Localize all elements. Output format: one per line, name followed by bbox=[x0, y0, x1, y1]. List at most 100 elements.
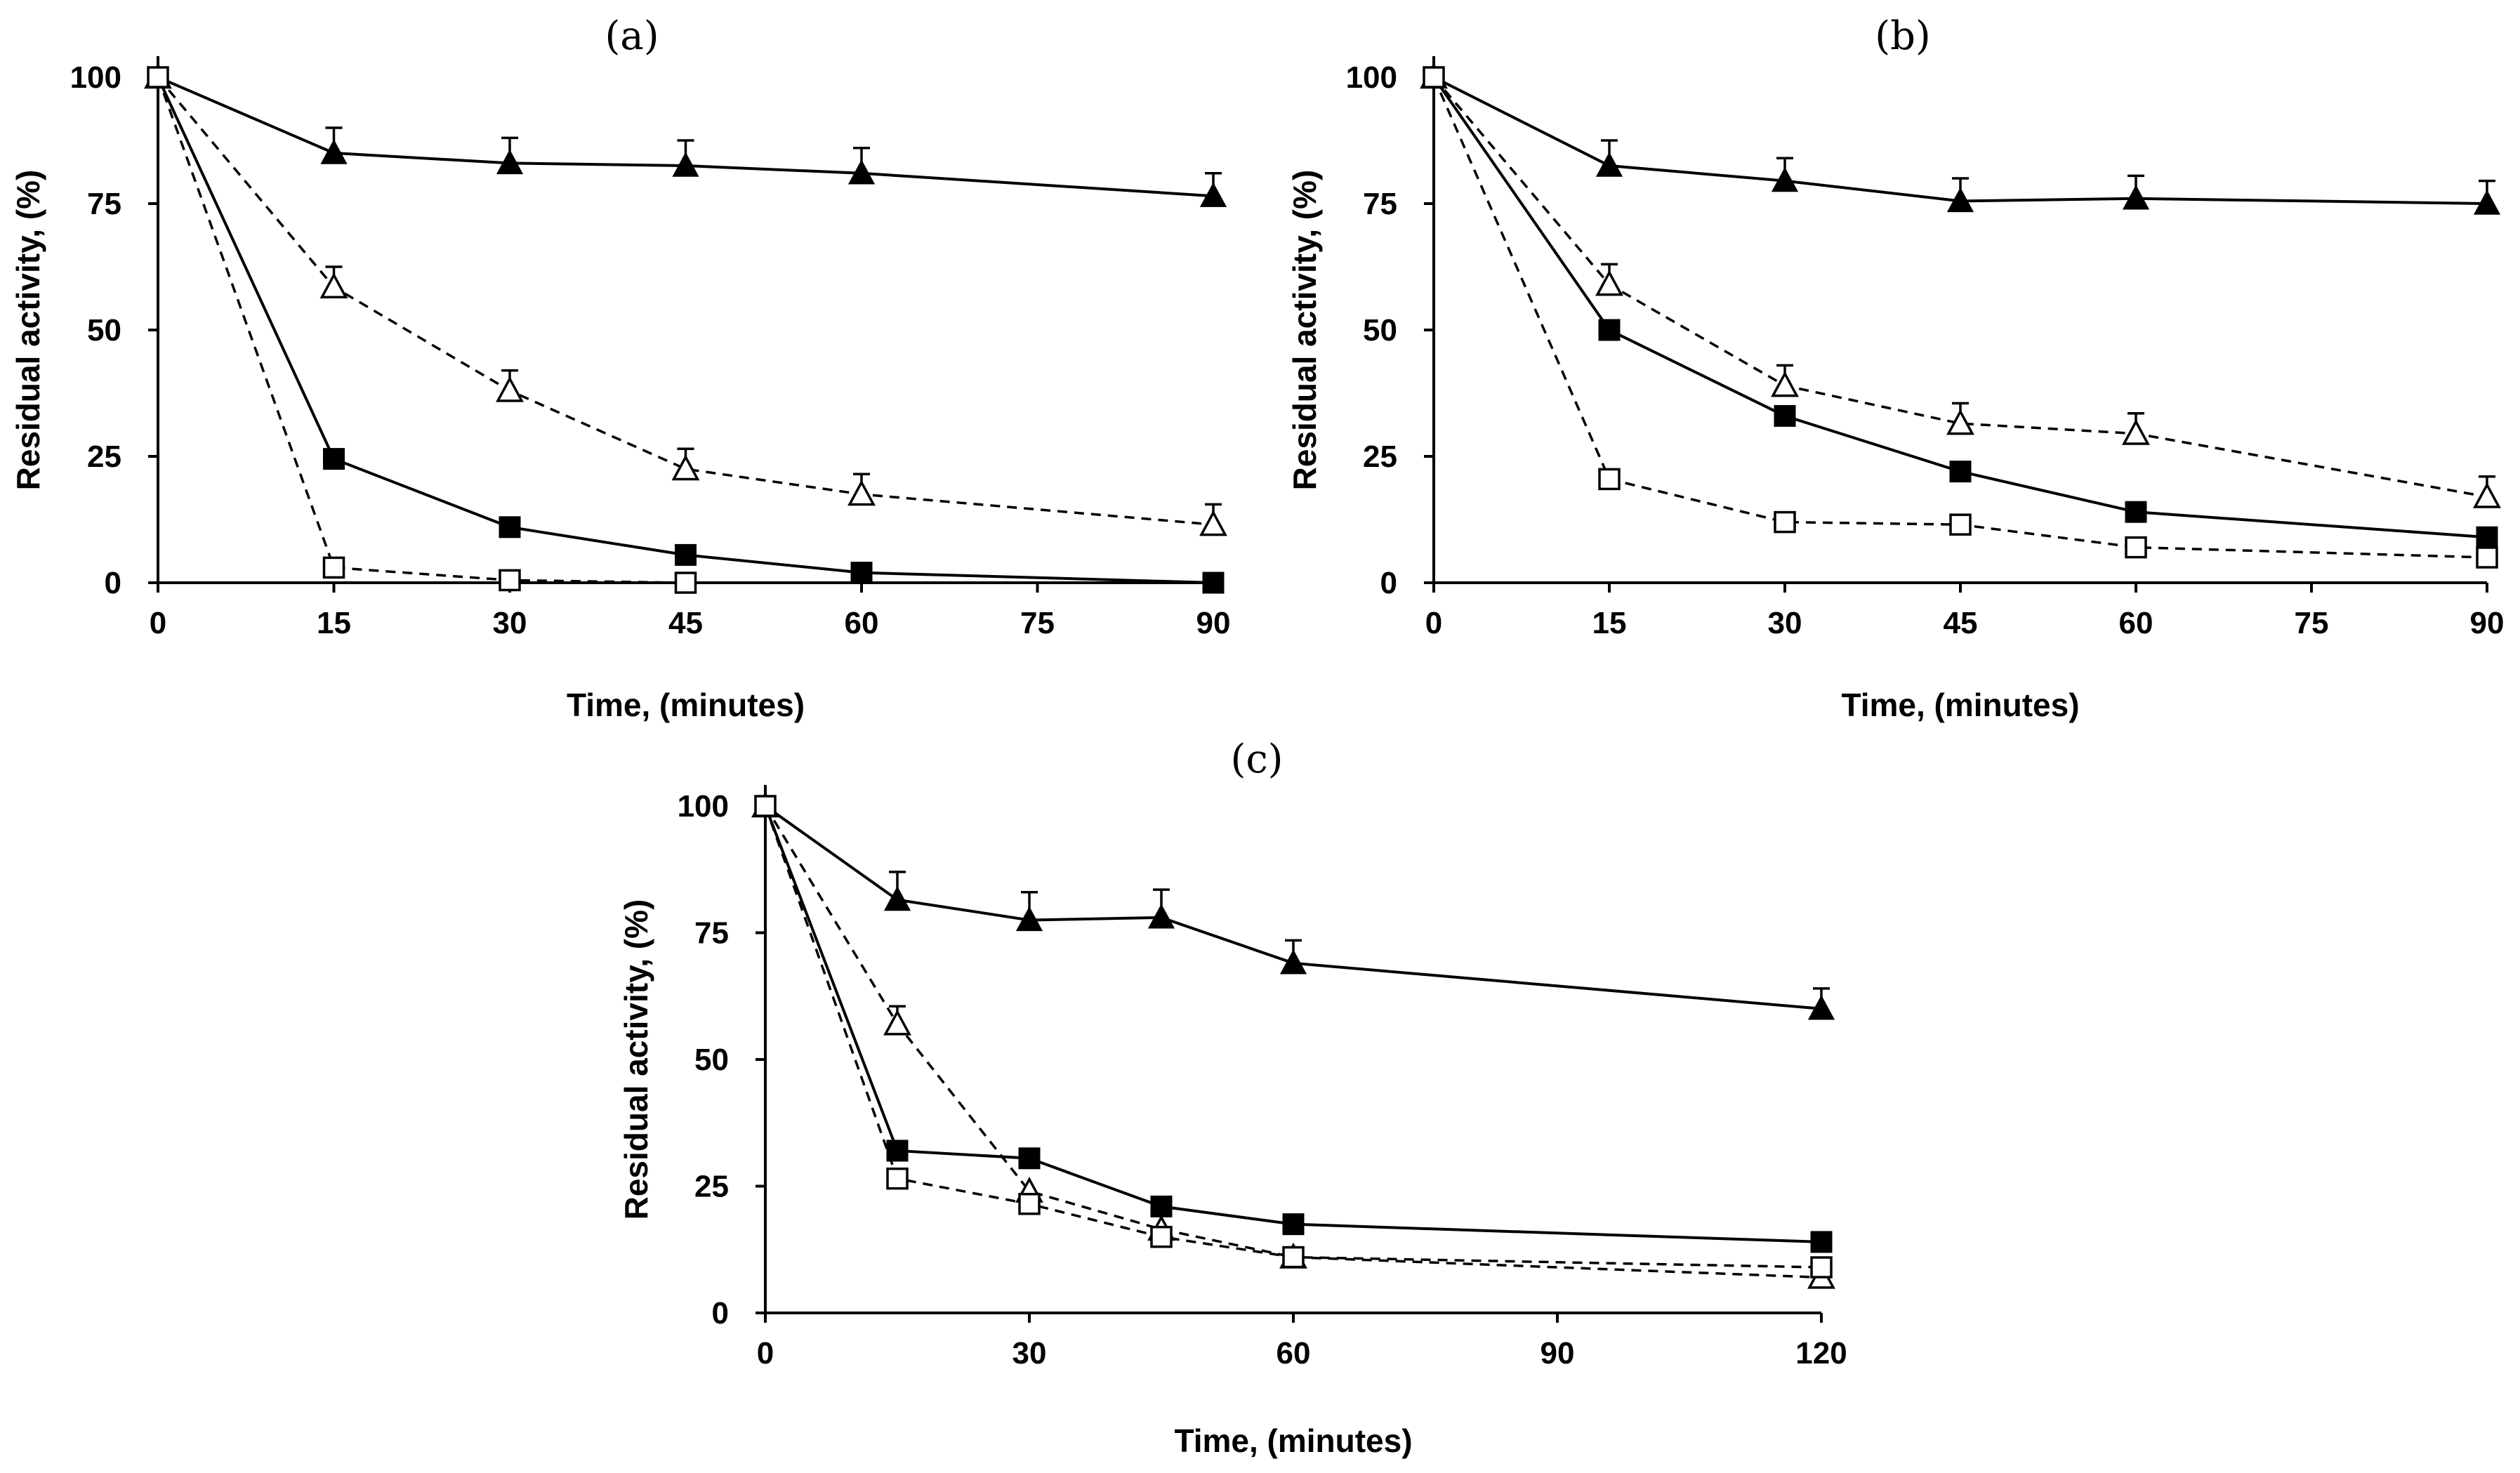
marker-filled-triangle bbox=[1946, 187, 1974, 213]
marker-open-square bbox=[754, 795, 777, 817]
marker-filled-square bbox=[886, 1140, 909, 1162]
panel-title: (c) bbox=[1230, 736, 1283, 782]
series-line-open-triangle bbox=[157, 76, 1214, 526]
marker-filled-square bbox=[2476, 526, 2498, 548]
marker-open-square bbox=[2125, 536, 2147, 559]
series-line-filled-square bbox=[764, 805, 1822, 1243]
x-tick-label: 30 bbox=[493, 606, 527, 640]
marker-open-square bbox=[1282, 1246, 1305, 1269]
marker-filled-square bbox=[1598, 319, 1621, 341]
marker-open-triangle bbox=[1595, 270, 1623, 296]
x-tick-label: 60 bbox=[2119, 606, 2153, 640]
marker-filled-square bbox=[2125, 501, 2147, 523]
marker-filled-square bbox=[499, 516, 521, 539]
y-tick-label: 100 bbox=[70, 60, 121, 95]
marker-filled-triangle bbox=[496, 149, 524, 175]
x-tick-label: 30 bbox=[1012, 1336, 1047, 1370]
x-tick-label: 30 bbox=[1768, 606, 1802, 640]
series-line-filled-triangle bbox=[764, 805, 1822, 1010]
y-tick-label: 0 bbox=[105, 566, 121, 600]
marker-open-square bbox=[499, 569, 521, 592]
x-tick-label: 0 bbox=[1425, 606, 1442, 640]
marker-open-square bbox=[1949, 513, 1972, 536]
y-axis-title: Residual activity, (%) bbox=[618, 899, 654, 1220]
chart-panel-b: (b) 0 25 50 75 100 0 15 30 45 60 75 90 Time, (minutes… bbox=[1286, 13, 2504, 723]
y-axis-title: Residual activity, (%) bbox=[10, 170, 46, 491]
marker-open-square bbox=[1774, 510, 1796, 534]
y-tick-label: 100 bbox=[1346, 60, 1397, 95]
marker-filled-triangle bbox=[1279, 949, 1307, 975]
y-tick-label: 0 bbox=[712, 1296, 729, 1330]
marker-open-triangle bbox=[1946, 409, 1974, 435]
x-axis-title: Time, (minutes) bbox=[1841, 687, 2079, 723]
series-line-open-triangle bbox=[764, 805, 1822, 1279]
marker-open-square bbox=[2476, 546, 2498, 569]
marker-filled-triangle bbox=[1147, 904, 1175, 929]
y-axis-title: Residual activity, (%) bbox=[1286, 170, 1323, 491]
marker-filled-triangle bbox=[1015, 906, 1043, 932]
marker-open-triangle bbox=[1771, 371, 1799, 397]
x-tick-label: 45 bbox=[668, 606, 703, 640]
marker-filled-square bbox=[1150, 1195, 1173, 1217]
y-tick-label: 75 bbox=[1363, 187, 1397, 221]
y-tick-label: 25 bbox=[87, 440, 121, 474]
chart-panel-a: (a) 0 25 50 75 100 0 15 30 45 60 75 90 Time, (minutes… bbox=[10, 13, 1230, 723]
y-tick-label: 100 bbox=[678, 789, 729, 824]
marker-open-triangle bbox=[2122, 418, 2150, 445]
marker-open-triangle bbox=[1199, 510, 1227, 536]
marker-filled-square bbox=[1202, 572, 1225, 594]
marker-filled-square bbox=[850, 562, 873, 584]
y-tick-label: 0 bbox=[1380, 566, 1397, 600]
chart-panel-c: (c) 0 25 50 75 100 0 30 60 90 120 Time, (minutes) Re… bbox=[618, 736, 1847, 1459]
marker-filled-triangle bbox=[883, 885, 911, 911]
marker-open-square bbox=[147, 66, 169, 88]
marker-filled-square bbox=[1949, 461, 1972, 483]
x-tick-label: 90 bbox=[1196, 606, 1231, 640]
marker-filled-square bbox=[323, 448, 345, 470]
x-tick-label: 75 bbox=[2295, 606, 2329, 640]
y-tick-label: 50 bbox=[87, 313, 121, 348]
marker-open-square bbox=[1810, 1256, 1833, 1279]
marker-filled-triangle bbox=[320, 139, 348, 164]
marker-filled-square bbox=[1018, 1147, 1041, 1170]
marker-open-square bbox=[1598, 468, 1621, 491]
marker-open-triangle bbox=[319, 272, 348, 298]
marker-open-square bbox=[674, 572, 697, 594]
series-line-open-triangle bbox=[1432, 76, 2488, 498]
x-tick-label: 90 bbox=[2470, 606, 2505, 640]
x-tick-label: 0 bbox=[150, 606, 166, 640]
y-tick-label: 75 bbox=[87, 187, 121, 221]
y-tick-label: 75 bbox=[694, 916, 729, 951]
y-tick-label: 25 bbox=[694, 1170, 729, 1204]
x-axis-title: Time, (minutes) bbox=[567, 687, 805, 723]
marker-open-square bbox=[1150, 1225, 1173, 1248]
marker-filled-triangle bbox=[672, 152, 699, 177]
marker-open-square bbox=[1423, 66, 1445, 88]
x-tick-label: 15 bbox=[317, 606, 351, 640]
x-axis-title: Time, (minutes) bbox=[1174, 1422, 1412, 1459]
x-tick-label: 0 bbox=[757, 1336, 774, 1370]
marker-filled-square bbox=[675, 543, 697, 566]
marker-filled-triangle bbox=[1199, 182, 1227, 207]
y-tick-label: 50 bbox=[694, 1043, 729, 1077]
marker-filled-triangle bbox=[847, 159, 876, 185]
marker-open-square bbox=[886, 1167, 909, 1190]
series-line-open-square bbox=[157, 77, 686, 584]
series-line-open-square bbox=[1432, 77, 2488, 559]
marker-filled-square bbox=[1774, 404, 1796, 427]
x-tick-label: 120 bbox=[1795, 1336, 1847, 1370]
marker-open-square bbox=[322, 556, 345, 579]
series-line-open-square bbox=[764, 805, 1822, 1269]
marker-open-square bbox=[1018, 1193, 1041, 1215]
x-tick-label: 15 bbox=[1592, 606, 1627, 640]
marker-open-triangle bbox=[496, 376, 524, 402]
x-tick-label: 75 bbox=[1020, 606, 1055, 640]
x-tick-label: 90 bbox=[1541, 1336, 1575, 1370]
marker-filled-square bbox=[1810, 1231, 1833, 1253]
series-line-filled-square bbox=[1432, 76, 2488, 539]
marker-filled-triangle bbox=[2473, 190, 2501, 215]
marker-filled-square bbox=[1282, 1213, 1305, 1236]
marker-filled-triangle bbox=[1595, 152, 1623, 177]
marker-open-triangle bbox=[883, 1009, 911, 1036]
x-tick-label: 60 bbox=[1277, 1336, 1311, 1370]
